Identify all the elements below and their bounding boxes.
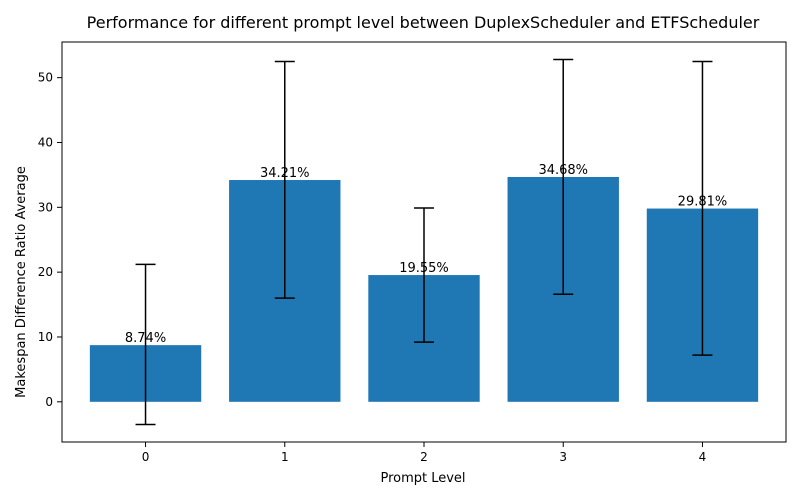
x-tick-label-2: 2 [420, 450, 428, 464]
x-tick-label-0: 0 [142, 450, 150, 464]
data-label-4: 29.81% [678, 195, 728, 210]
x-axis-label: Prompt Level [380, 471, 465, 486]
x-tick-label-3: 3 [559, 450, 567, 464]
data-label-3: 34.68% [538, 163, 588, 178]
data-label-2: 19.55% [399, 261, 449, 276]
y-tick-label-30: 30 [38, 200, 53, 214]
x-tick-label-4: 4 [699, 450, 707, 464]
plot-area: 8.74%34.21%19.55%34.68%29.81%01020304050… [38, 41, 787, 464]
y-tick-label-0: 0 [45, 395, 53, 409]
x-tick-label-1: 1 [281, 450, 289, 464]
y-tick-label-50: 50 [38, 71, 53, 85]
y-tick-label-40: 40 [38, 135, 53, 149]
y-tick-label-20: 20 [38, 265, 53, 279]
y-axis-label: Makespan Difference Ratio Average [14, 166, 29, 398]
data-label-1: 34.21% [260, 166, 310, 181]
data-label-0: 8.74% [125, 331, 166, 346]
chart-title: Performance for different prompt level b… [87, 13, 760, 32]
y-tick-label-10: 10 [38, 330, 53, 344]
